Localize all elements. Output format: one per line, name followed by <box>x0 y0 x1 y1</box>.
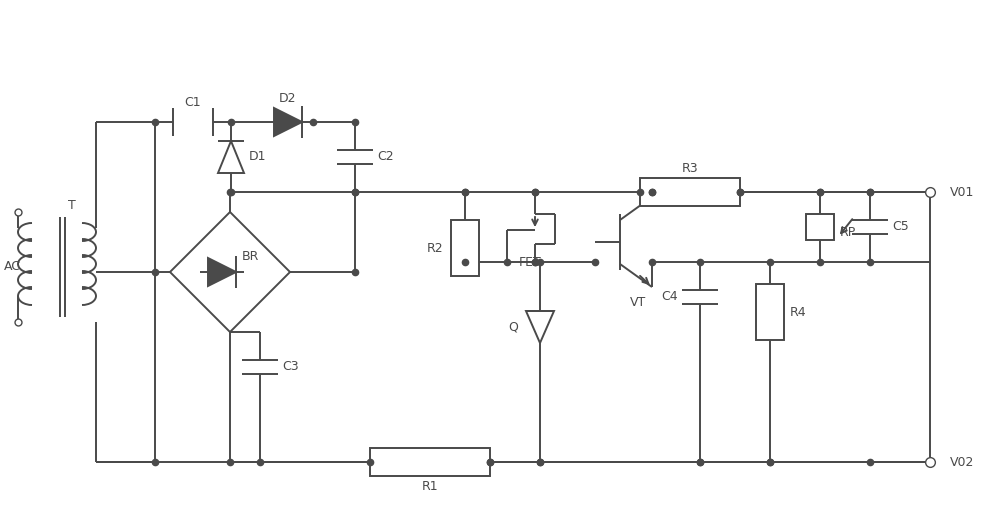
Text: VT: VT <box>630 295 646 309</box>
Text: D2: D2 <box>279 92 297 104</box>
Text: C2: C2 <box>377 151 394 163</box>
Polygon shape <box>274 108 302 136</box>
Text: C5: C5 <box>892 221 909 233</box>
Text: RP: RP <box>840 225 856 239</box>
Text: Q: Q <box>508 321 518 333</box>
Text: R2: R2 <box>426 242 443 254</box>
Text: C1: C1 <box>185 96 201 109</box>
Bar <box>806 214 834 240</box>
Text: BR: BR <box>242 250 259 264</box>
Text: C3: C3 <box>282 360 299 373</box>
Bar <box>640 178 740 206</box>
Text: V02: V02 <box>950 456 974 468</box>
Text: R1: R1 <box>422 480 438 493</box>
Text: C4: C4 <box>661 290 678 304</box>
Text: T: T <box>68 199 76 212</box>
Bar <box>756 284 784 340</box>
Bar <box>451 220 479 276</box>
Text: R3: R3 <box>682 161 698 175</box>
Polygon shape <box>208 258 236 286</box>
Bar <box>370 448 490 476</box>
Text: FET: FET <box>519 255 541 268</box>
Text: R4: R4 <box>790 306 807 318</box>
Text: D1: D1 <box>249 151 266 163</box>
Text: V01: V01 <box>950 185 974 199</box>
Text: AC: AC <box>4 261 20 273</box>
